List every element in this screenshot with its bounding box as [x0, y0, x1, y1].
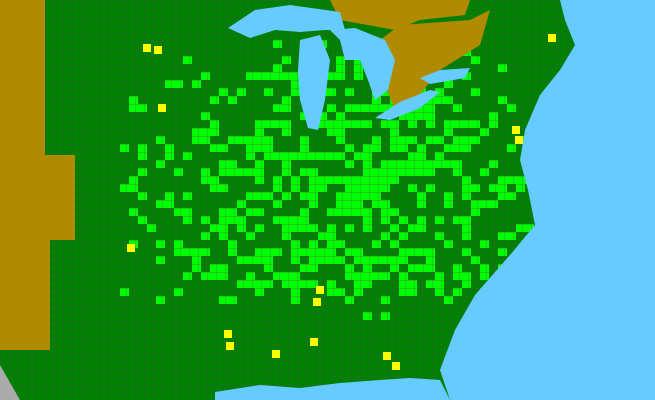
water-bodies: [215, 0, 655, 400]
county-highlight: [158, 104, 166, 112]
county-highlight: [143, 44, 151, 52]
lake-michigan: [298, 35, 330, 130]
county-highlight: [224, 330, 232, 338]
county-highlight: [392, 362, 400, 370]
county-highlight: [512, 126, 520, 134]
lake-ontario: [420, 68, 470, 84]
gulf-of-mexico: [215, 378, 450, 400]
county-highlight: [226, 342, 234, 350]
lake-superior: [228, 5, 345, 38]
county-highlight: [272, 350, 280, 358]
county-highlight: [310, 338, 318, 346]
county-highlight: [127, 244, 135, 252]
outside-range-regions: [0, 0, 490, 350]
county-highlight: [515, 136, 523, 144]
atlantic-ocean: [440, 0, 655, 400]
western-region: [0, 0, 75, 350]
canada-region: [330, 0, 470, 30]
county-highlight: [313, 298, 321, 306]
highlighted-counties: [127, 34, 556, 370]
county-highlight: [383, 352, 391, 360]
county-highlight: [548, 34, 556, 42]
lake-huron: [330, 28, 395, 100]
county-highlight: [316, 286, 324, 294]
ontario-region: [380, 10, 490, 110]
lake-erie: [375, 90, 440, 120]
no-data-region: [0, 365, 20, 400]
county-highlight: [154, 46, 162, 54]
